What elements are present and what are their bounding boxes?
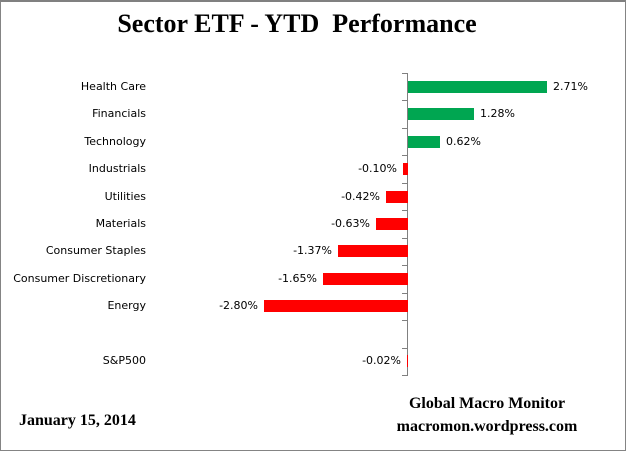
category-label: Consumer Staples — [45, 244, 146, 257]
axis-tick — [402, 348, 407, 349]
bar — [264, 300, 408, 312]
value-label: -0.42% — [341, 190, 380, 203]
category-label: Energy — [107, 299, 146, 312]
footer-source: Global Macro Monitor macromon.wordpress.… — [387, 392, 587, 438]
axis-tick — [402, 183, 407, 184]
axis-tick — [402, 293, 407, 294]
value-label: -0.10% — [358, 162, 397, 175]
bar — [403, 163, 408, 175]
category-label: Utilities — [104, 190, 146, 203]
bar — [408, 136, 440, 148]
category-label: Consumer Discretionary — [13, 272, 146, 285]
value-label: 1.28% — [480, 107, 515, 120]
footer-date: January 15, 2014 — [19, 412, 136, 429]
category-label: Industrials — [88, 162, 146, 175]
bar — [376, 218, 408, 230]
value-label: -2.80% — [219, 299, 258, 312]
value-label: -0.02% — [362, 354, 401, 367]
axis-tick — [402, 375, 407, 376]
footer-source-line1: Global Macro Monitor — [408, 395, 566, 412]
axis-tick — [402, 73, 407, 74]
chart-title: Sector ETF - YTD Performance — [117, 9, 477, 38]
value-label: -0.63% — [331, 217, 370, 230]
axis-tick — [402, 100, 407, 101]
value-label: -1.65% — [278, 272, 317, 285]
bar — [323, 273, 408, 285]
value-label: 2.71% — [553, 80, 588, 93]
footer-source-line2: macromon.wordpress.com — [396, 418, 578, 435]
bar — [386, 191, 408, 203]
value-label: 0.62% — [446, 135, 481, 148]
category-label: Health Care — [80, 80, 146, 93]
axis-tick — [402, 320, 407, 321]
axis-tick — [402, 238, 407, 239]
value-label: -1.37% — [293, 244, 332, 257]
category-label: Financials — [92, 107, 146, 120]
bar — [338, 245, 408, 257]
bar — [408, 81, 547, 93]
category-label: S&P500 — [102, 354, 146, 367]
axis-tick — [402, 265, 407, 266]
axis-tick — [402, 155, 407, 156]
axis-tick — [402, 128, 407, 129]
bar — [408, 108, 474, 120]
axis-tick — [402, 210, 407, 211]
category-label: Materials — [95, 217, 146, 230]
category-label: Technology — [84, 135, 146, 148]
bar — [407, 355, 408, 367]
